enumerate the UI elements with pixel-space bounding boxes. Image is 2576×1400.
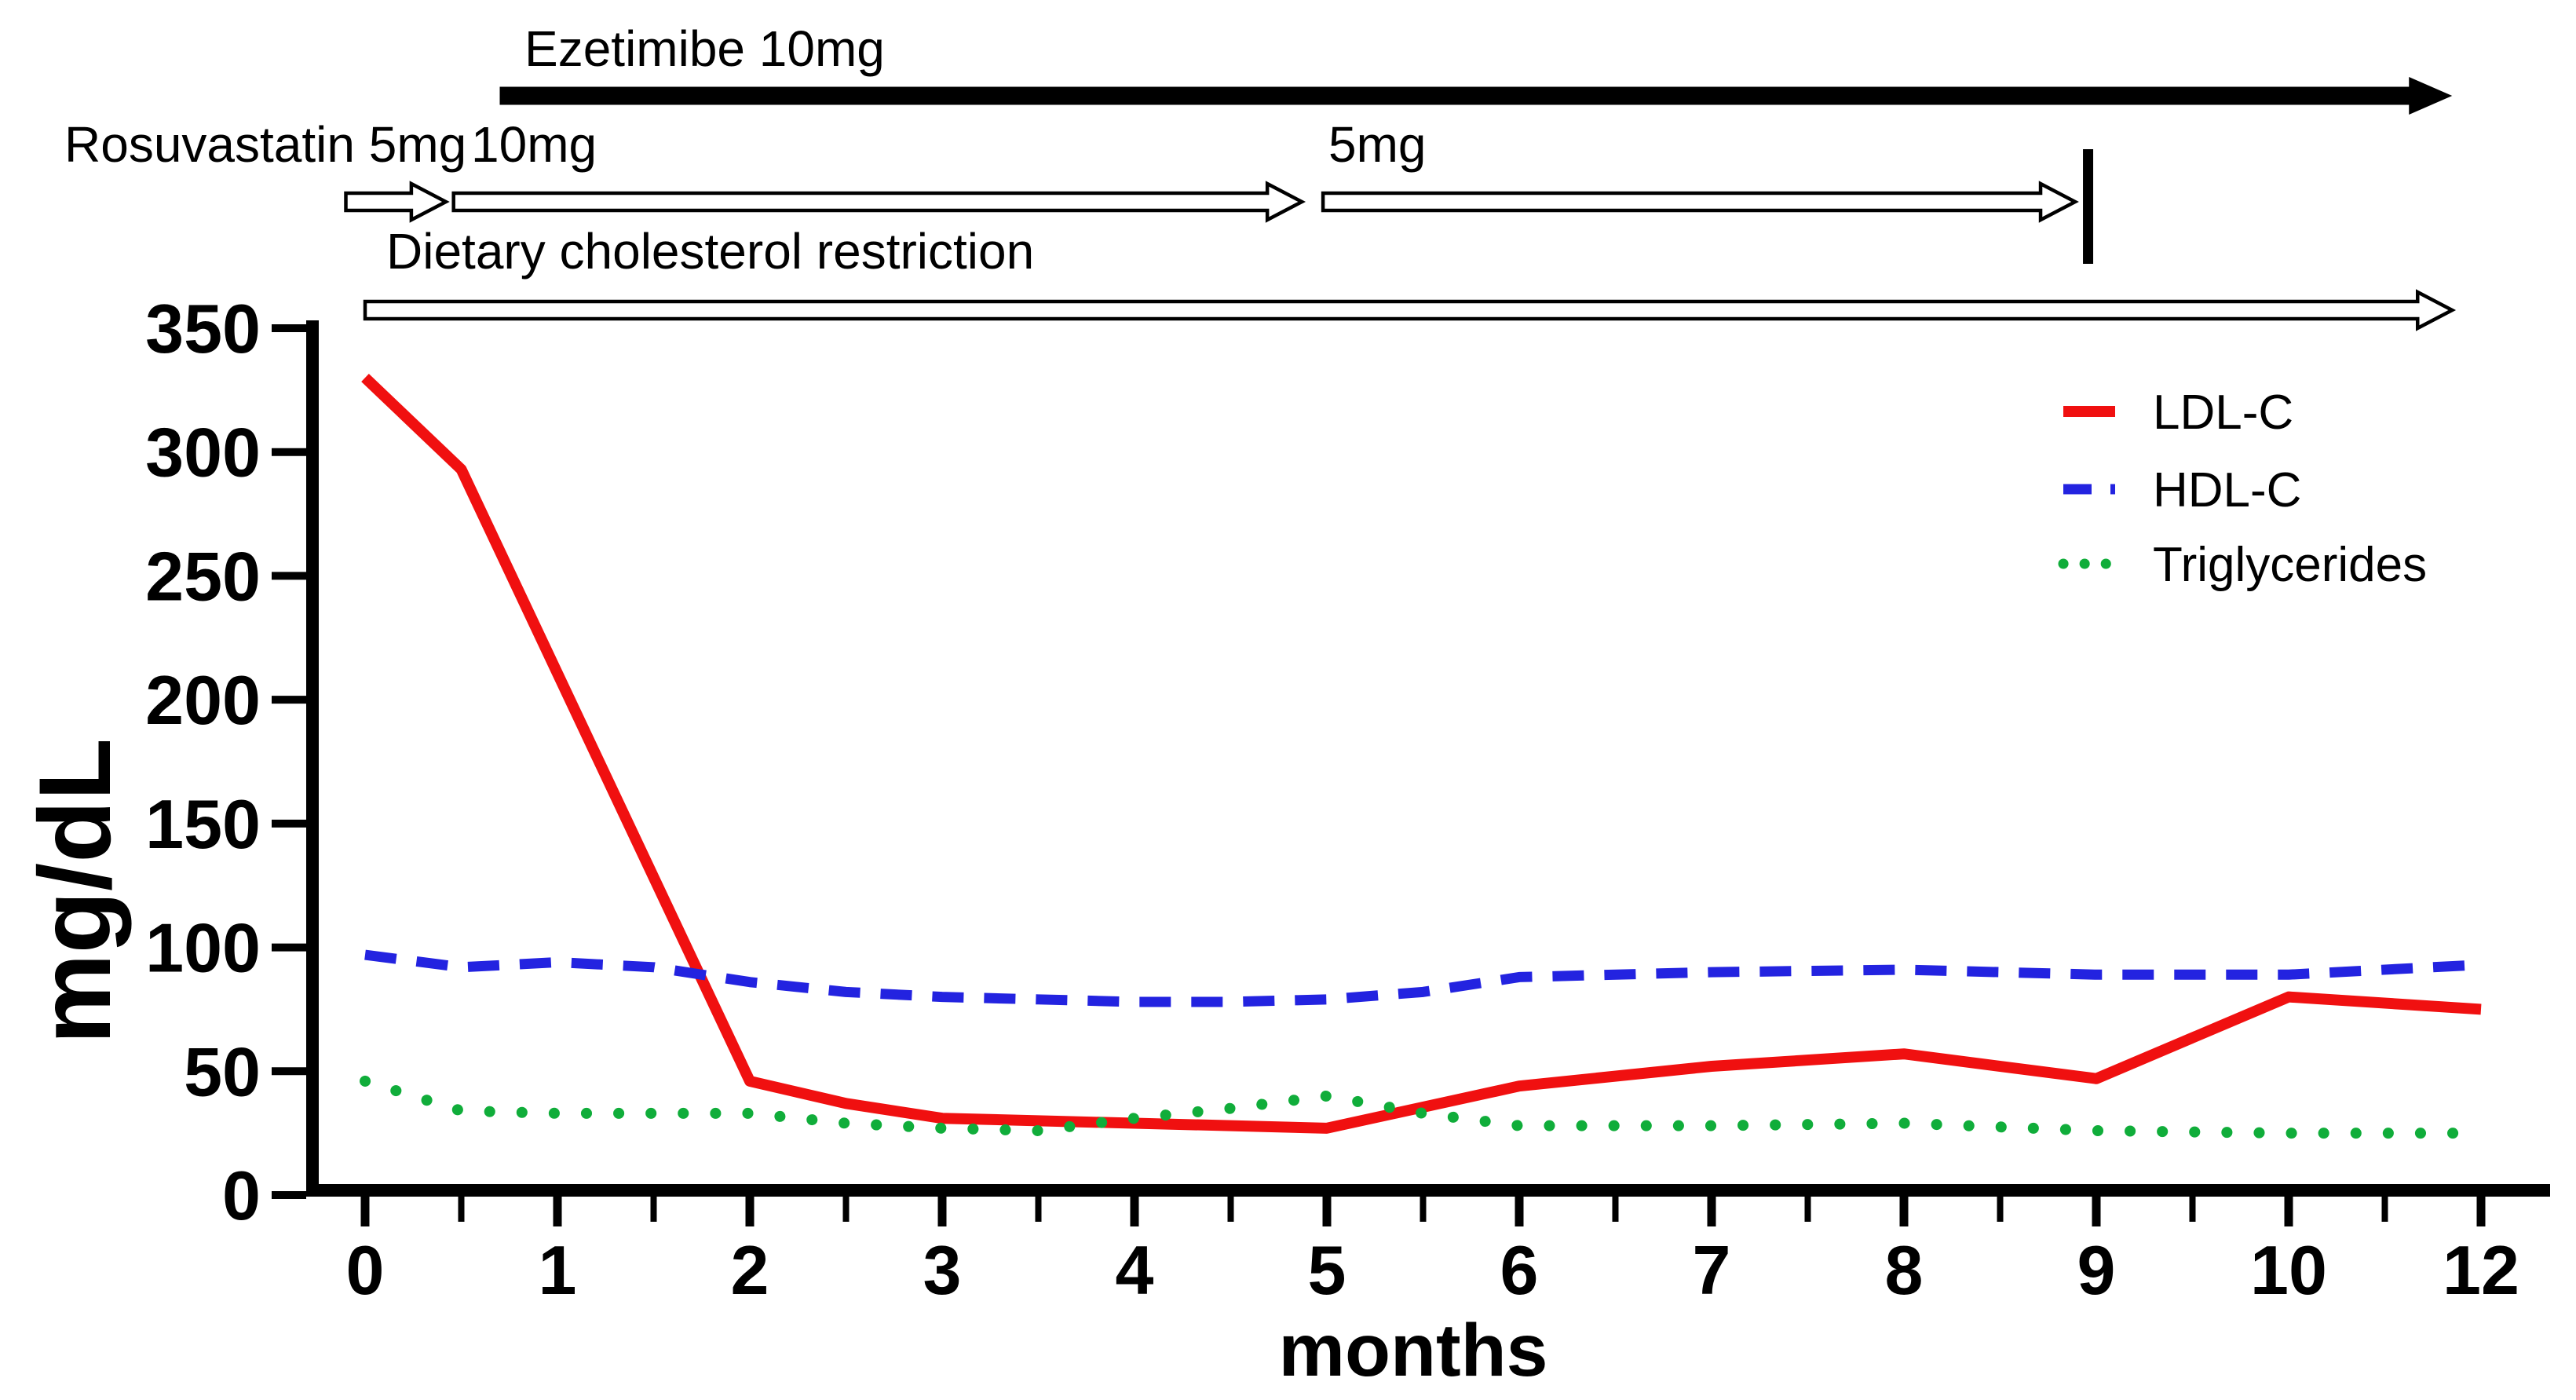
y-axis-title: mg/dL: [17, 738, 132, 1044]
series-lines: [360, 374, 2486, 1139]
x-tick-label: 0: [346, 1231, 385, 1309]
legend-label-ldl-c: LDL-C: [2153, 386, 2293, 440]
y-tick-label: 0: [222, 1157, 261, 1234]
x-tick-label: 9: [2077, 1231, 2116, 1309]
y-axis-spine: [306, 320, 319, 1197]
y-tick-label: 350: [145, 290, 261, 367]
x-tick-label: 10: [2250, 1231, 2327, 1309]
legend: LDL-C HDL-C Triglycerides: [2058, 386, 2427, 592]
series-line-ldl-c: [361, 374, 2482, 1134]
x-tick-label: 3: [923, 1231, 962, 1309]
x-tick-label: 1: [539, 1231, 577, 1309]
annotation-bar-ezetimibe-10mg: [499, 86, 2412, 105]
y-tick-label: 200: [145, 661, 261, 739]
y-tick-label: 150: [145, 785, 261, 863]
annotation-open-arrow-rosuvastatin-5mg: [344, 181, 450, 223]
annotation-open-arrow-dietary-cholesterol-restriction: [363, 289, 2457, 331]
x-tick-label: 8: [1885, 1231, 1924, 1309]
legend-label-triglycerides: Triglycerides: [2153, 538, 2427, 592]
x-axis-title: months: [1278, 1309, 1547, 1392]
y-tick-label: 250: [145, 537, 261, 615]
x-tick-label: 7: [1693, 1231, 1731, 1309]
treatment-annotations: Ezetimibe 10mg Rosuvastatin 5mg 10mg 5mg Die…: [64, 20, 2457, 331]
y-tick-label: 300: [145, 414, 261, 492]
x-tick-label: 6: [1500, 1231, 1539, 1309]
annotation-label-rosuvastatin-5mg: Rosuvastatin 5mg: [64, 116, 466, 173]
annotation-open-arrow-10mg: [451, 181, 1306, 223]
x-tick-label: 5: [1308, 1231, 1346, 1309]
y-tick-label: 50: [184, 1033, 261, 1110]
x-tick-label: 2: [731, 1231, 769, 1309]
annotation-label-10mg: 10mg: [471, 116, 597, 173]
annotation-label-5mg: 5mg: [1328, 116, 1427, 173]
x-axis-spine: [306, 1184, 2550, 1197]
series-line-hdl-c: [364, 949, 2482, 1007]
annotation-open-arrow-5mg: [1321, 181, 2079, 223]
annotation-label-dietary-cholesterol-restriction: Dietary cholesterol restriction: [386, 223, 1034, 280]
annotation-arrowhead-ezetimibe-10mg: [2409, 77, 2453, 115]
x-tick-label: 12: [2443, 1231, 2519, 1309]
x-tick-label: 4: [1116, 1231, 1154, 1309]
legend-label-hdl-c: HDL-C: [2153, 463, 2301, 517]
annotation-label-ezetimibe-10mg: Ezetimibe 10mg: [524, 20, 885, 77]
annotation-stop-bar-5mg: [2083, 149, 2094, 264]
y-tick-label: 100: [145, 909, 261, 987]
series-line-triglycerides: [360, 1075, 2486, 1139]
